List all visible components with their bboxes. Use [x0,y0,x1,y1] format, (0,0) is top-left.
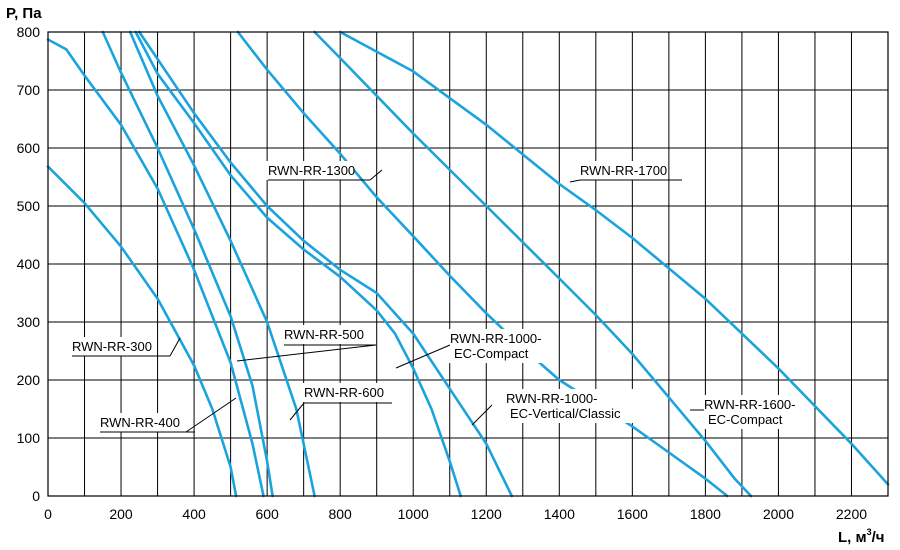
x-axis-title-main: L, м [838,529,867,546]
series-line-rwn-rr-300 [46,165,238,498]
x-tick-label: 200 [109,506,133,522]
series-label-rwn-rr-400: RWN-RR-400 [98,397,237,433]
series-label-background [282,325,362,344]
series-label-text: RWN-RR-300 [72,339,152,354]
series-label-rwn-rr-1000-ec-compact: RWN-RR-1000-EC-Compact [395,329,543,369]
y-tick-label: 300 [17,314,41,330]
series-label-text: RWN-RR-1000- [450,331,542,346]
x-tick-label: 1800 [690,506,721,522]
x-tick-label: 1600 [617,506,648,522]
series-line-rwn-rr-600 [128,30,316,498]
y-tick-label: 400 [17,256,41,272]
x-axis-title: L, м3/ч [838,527,885,546]
y-tick-label: 500 [17,198,41,214]
series-label-text: RWN-RR-400 [100,415,180,430]
x-tick-label: 1400 [544,506,575,522]
x-tick-label: 2000 [763,506,794,522]
series-label-text: RWN-RR-1000- [506,391,598,406]
y-tick-label: 200 [17,372,41,388]
x-tick-label: 1000 [398,506,429,522]
series-label-background [302,383,382,402]
series-label-leader [185,397,237,433]
x-tick-label: 600 [255,506,279,522]
series-label-rwn-rr-600: RWN-RR-600 [289,383,392,421]
series-label-background [266,161,354,180]
series-label-background [448,329,543,363]
y-tick-label: 800 [17,24,41,40]
x-tick-label: 1200 [471,506,502,522]
series-label-rwn-rr-1300: RWN-RR-1300 [266,161,383,181]
series-line-rwn-rr-1000-ec-compact [134,30,462,498]
series-label-background [504,389,651,423]
series-label-rwn-rr-1600-ec-compact: RWN-RR-1600-EC-Compact [690,395,797,429]
series-label-leader [369,169,383,181]
series-label-leader [471,404,493,426]
series-label-text: EC-Compact [708,412,783,427]
series-label-text: EC-Vertical/Classic [510,406,621,421]
x-tick-label: 2200 [836,506,867,522]
y-tick-label: 600 [17,140,41,156]
series-label-leader [169,337,181,357]
series-label-leader [395,344,451,369]
series-label-leader [569,179,581,183]
series-line-rwn-rr-400 [46,38,265,498]
series-labels: RWN-RR-300 RWN-RR-400 RWN-RR-500 RWN-RR-600… [70,161,797,433]
tick-labels: 0 200 400 600 800 1000 1200 1400 1600 1800 2000 220… [17,24,868,522]
x-axis-title-suffix: /ч [872,529,885,546]
x-tick-label: 400 [182,506,206,522]
y-tick-label: 700 [17,82,41,98]
series-label-leader [236,344,377,362]
x-tick-label: 0 [44,506,52,522]
plot-frame [47,31,889,497]
x-axis-title-sup: 3 [867,527,872,537]
series-label-background [70,337,150,356]
series-line-rwn-rr-1000-ec-vertical-classic [138,30,514,498]
series-label-text: RWN-RR-1300 [268,163,355,178]
series-label-text: RWN-RR-600 [304,385,384,400]
y-tick-label: 100 [17,430,41,446]
series-label-background [578,161,666,180]
series-line-rwn-rr-1700 [338,30,890,486]
series-label-rwn-rr-300: RWN-RR-300 [70,337,181,357]
series-label-rwn-rr-1000-ec-vertical-classic: RWN-RR-1000-EC-Vertical/Classic [471,389,651,426]
y-tick-label: 0 [32,488,40,504]
series-lines [46,30,890,498]
series-line-rwn-rr-500 [101,30,274,498]
x-tick-label: 800 [328,506,352,522]
series-line-rwn-rr-1600-ec-compact [313,30,753,498]
series-label-text: RWN-RR-1700 [580,163,667,178]
series-label-background [702,395,797,429]
series-label-text: RWN-RR-1600- [704,397,796,412]
series-label-rwn-rr-500: RWN-RR-500 [236,325,377,362]
series-label-leader [289,402,305,421]
y-axis-title: P, Па [6,5,42,22]
series-label-rwn-rr-1700: RWN-RR-1700 [569,161,682,183]
series-label-text: EC-Compact [454,346,529,361]
series-label-text: RWN-RR-500 [284,327,364,342]
series-line-rwn-rr-1300 [236,30,729,498]
series-label-background [98,413,178,432]
